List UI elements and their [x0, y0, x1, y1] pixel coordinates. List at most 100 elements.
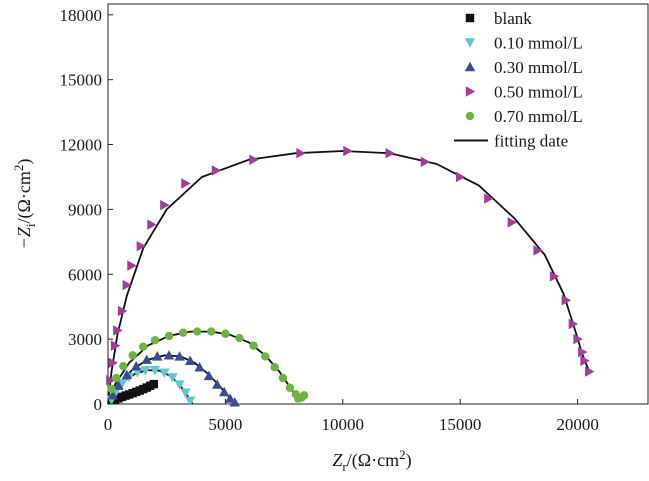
point-s4-20	[299, 391, 309, 400]
point-s4-7	[178, 328, 188, 337]
point-s4-2	[119, 361, 128, 371]
y-tick-label-5: 15000	[60, 71, 103, 90]
point-s2-12	[219, 386, 230, 397]
point-s3-19	[507, 217, 518, 228]
point-s1-6	[149, 365, 161, 376]
point-s2-10	[203, 370, 215, 381]
fit-curve-series-3	[107, 150, 591, 405]
x-tick-label-0: 0	[104, 415, 113, 434]
point-s3-0	[106, 375, 116, 386]
x-axis-title-part-3: 2	[399, 447, 406, 462]
y-axis-title-part-1: i	[23, 223, 38, 227]
point-s3-21	[549, 271, 560, 282]
legend-marker-1	[464, 38, 476, 48]
point-s4-9	[207, 327, 216, 336]
legend-marker-4	[465, 111, 475, 121]
point-s2-5	[152, 351, 163, 361]
point-s3-25	[578, 346, 588, 358]
point-s0-11	[149, 379, 158, 389]
y-axis-title-part-3: 2	[11, 165, 26, 172]
point-s2-11	[211, 379, 223, 389]
x-axis-title-part-1: r	[342, 459, 347, 474]
point-s3-23	[568, 318, 579, 330]
point-s4-12	[249, 341, 258, 350]
point-s4-4	[139, 342, 148, 351]
point-s3-12	[249, 154, 259, 165]
point-s4-5	[150, 336, 160, 345]
point-s1-4	[132, 368, 143, 378]
point-s2-13	[224, 393, 236, 403]
point-s3-6	[127, 260, 137, 271]
point-s3-13	[296, 147, 306, 159]
axes: 0 5000 10000 15000 20000 0 3000 6000 9000 12000 15…	[11, 6, 599, 474]
point-s4-0	[107, 384, 116, 394]
point-s1-10	[180, 388, 191, 398]
point-s4-13	[261, 352, 270, 361]
point-s3-20	[533, 245, 543, 256]
point-s2-2	[121, 369, 132, 380]
legend: blank 0.10 mmol/L 0.30 mmol/L 0.50 mmol/L 0.…	[454, 9, 583, 151]
point-s2-8	[184, 355, 196, 365]
point-s4-16	[285, 383, 295, 392]
legend-label-1: 0.10 mmol/L	[494, 34, 583, 53]
x-tick-label-1: 5000	[208, 415, 242, 434]
point-s2-14	[229, 397, 240, 407]
y-tick-label-4: 12000	[60, 136, 103, 155]
y-tick-label-1: 3000	[68, 330, 102, 349]
point-s2-0	[107, 390, 118, 400]
legend-marker-0	[465, 13, 475, 23]
point-s4-14	[270, 363, 279, 372]
y-tick-label-6: 18000	[60, 6, 103, 25]
y-tick-label-0: 0	[94, 395, 103, 414]
y-tick-label-2: 6000	[68, 265, 102, 284]
point-s3-27	[585, 366, 595, 377]
point-s1-9	[174, 380, 185, 390]
data-markers	[106, 145, 595, 407]
legend-label-fit: fitting date	[494, 132, 568, 151]
point-s3-3	[113, 325, 123, 336]
point-s3-10	[181, 178, 191, 189]
point-s2-1	[113, 380, 124, 390]
point-s2-7	[174, 351, 185, 361]
point-s3-22	[561, 295, 572, 306]
legend-label-0: blank	[494, 9, 532, 28]
point-s3-5	[122, 279, 132, 291]
x-tick-label-4: 20000	[556, 415, 599, 434]
y-axis-title: −Zi/(Ω·cm2)	[11, 159, 38, 250]
legend-label-2: 0.30 mmol/L	[494, 58, 583, 77]
point-s4-8	[193, 327, 202, 336]
legend-label-3: 0.50 mmol/L	[494, 83, 583, 102]
point-s3-9	[160, 199, 170, 211]
x-tick-label-2: 10000	[322, 415, 365, 434]
y-tick-label-3: 9000	[68, 200, 102, 219]
point-s1-7	[159, 368, 170, 378]
point-s3-2	[110, 340, 121, 351]
point-s4-1	[112, 373, 121, 383]
point-s3-14	[343, 145, 353, 157]
point-s3-26	[580, 355, 590, 366]
point-s3-7	[136, 240, 147, 252]
y-axis-title-part-4: )	[14, 159, 35, 165]
x-tick-label-3: 15000	[439, 415, 482, 434]
point-s2-6	[163, 350, 175, 360]
point-s3-15	[385, 147, 395, 159]
point-s3-4	[117, 305, 128, 317]
fit-curves	[107, 150, 591, 405]
point-s1-5	[140, 366, 151, 376]
point-s1-11	[184, 396, 196, 406]
point-s4-6	[164, 331, 174, 341]
point-s3-17	[455, 171, 466, 183]
point-s1-8	[167, 373, 178, 383]
x-axis-title-part-2: /(Ω·cm	[347, 450, 399, 471]
point-s2-9	[194, 362, 205, 372]
legend-label-4: 0.70 mmol/L	[494, 107, 583, 126]
legend-marker-3	[465, 86, 476, 97]
x-axis-title-part-0: Z	[332, 450, 343, 470]
point-s1-2	[116, 379, 128, 389]
x-axis-title: Zr/(Ω·cm2)	[332, 447, 411, 474]
point-s2-3	[130, 360, 142, 371]
point-s4-11	[235, 333, 244, 343]
y-axis-title-part-2: /(Ω·cm	[14, 171, 35, 223]
point-s4-10	[221, 329, 230, 338]
